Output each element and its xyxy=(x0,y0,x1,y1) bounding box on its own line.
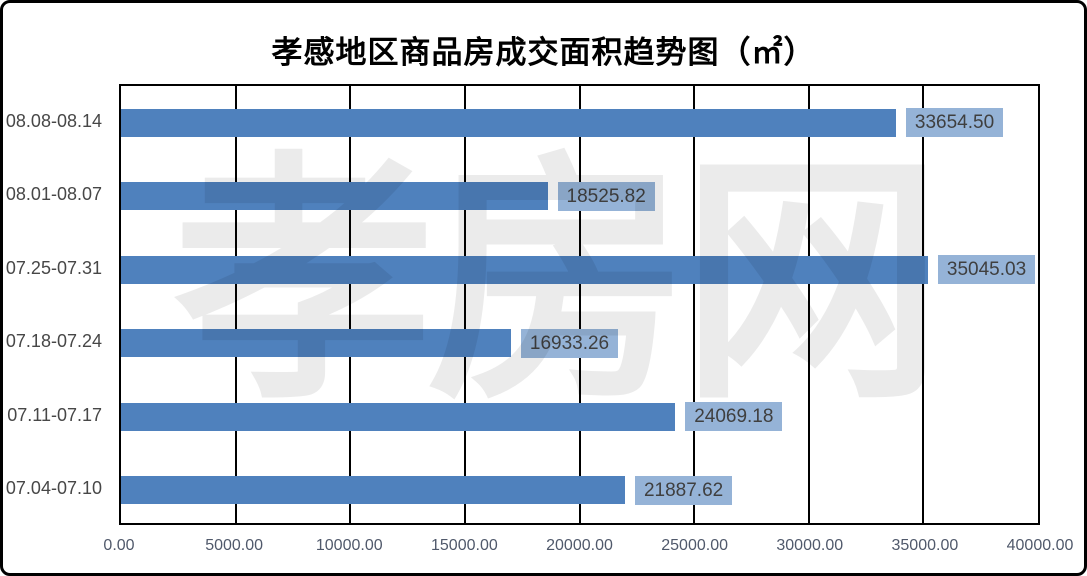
category-label: 08.01-08.07 xyxy=(5,184,102,205)
bar-value-label: 33654.50 xyxy=(905,108,1004,138)
bar xyxy=(121,329,511,358)
bar-value-label: 24069.18 xyxy=(685,402,783,432)
x-tick-label: 10000.00 xyxy=(315,537,383,554)
x-tick-label: 35000.00 xyxy=(891,537,959,554)
gridline xyxy=(693,86,696,523)
x-tick-label: 30000.00 xyxy=(776,537,844,554)
category-label: 08.08-08.14 xyxy=(5,110,102,131)
category-label: 07.11-07.17 xyxy=(7,404,102,425)
gridline xyxy=(578,86,581,523)
x-tick-label: 0.00 xyxy=(103,537,135,554)
bar-row: 33654.50 xyxy=(121,86,1038,160)
y-axis-category-labels: 08.08-08.14 08.01-08.07 07.25-07.31 07.18-0… xyxy=(3,84,111,525)
bar xyxy=(121,402,676,431)
bar-value-label: 35045.03 xyxy=(937,255,1036,285)
plot-area: 33654.50 18525.82 35045.03 16933.26 24069.18… xyxy=(119,84,1040,525)
bar xyxy=(121,476,625,505)
bar xyxy=(121,255,928,284)
gridline xyxy=(463,86,466,523)
x-tick-label: 25000.00 xyxy=(661,537,728,554)
category-label: 07.18-07.24 xyxy=(5,331,102,352)
bar-row: 21887.62 xyxy=(121,454,1038,524)
x-tick-label: 20000.00 xyxy=(546,537,613,554)
gridline xyxy=(807,86,810,523)
bar xyxy=(121,182,548,211)
x-axis-tick-labels: 0.00 5000.00 10000.00 15000.00 20000.00 25000… xyxy=(3,537,1084,561)
gridline xyxy=(234,86,237,523)
bar-row: 18525.82 xyxy=(121,160,1038,234)
x-tick-label: 5000.00 xyxy=(205,537,264,554)
x-tick-label: 40000.00 xyxy=(1006,537,1074,554)
gridline xyxy=(349,86,352,523)
chart-title: 孝感地区商品房成交面积趋势图（㎡） xyxy=(271,35,816,70)
bar-value-label: 16933.26 xyxy=(520,328,619,358)
bar-row: 35045.03 xyxy=(121,233,1038,307)
category-label: 07.04-07.10 xyxy=(5,478,102,499)
bar-value-label: 21887.62 xyxy=(634,475,733,505)
x-tick-label: 15000.00 xyxy=(431,537,498,554)
bar-value-label: 18525.82 xyxy=(557,181,655,211)
bar xyxy=(121,108,896,137)
bar-row: 24069.18 xyxy=(121,380,1038,454)
gridline xyxy=(922,86,925,523)
bar-row: 16933.26 xyxy=(121,307,1038,381)
category-label: 07.25-07.31 xyxy=(5,257,102,278)
